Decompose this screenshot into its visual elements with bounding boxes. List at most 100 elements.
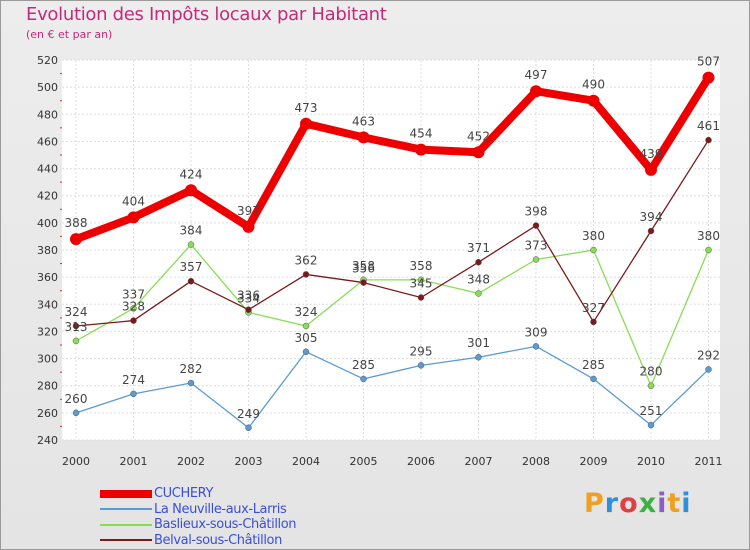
x-tick-label: 2005 <box>350 455 378 468</box>
legend-item: Baslieux-sous-Châtillon <box>100 517 297 533</box>
x-tick-label: 2010 <box>637 455 665 468</box>
y-tick-label: 500 <box>37 81 58 94</box>
data-point <box>647 227 655 235</box>
data-label: 463 <box>352 114 375 128</box>
data-label: 398 <box>525 205 548 219</box>
data-point <box>360 279 367 286</box>
data-point <box>415 143 427 156</box>
y-tick-label: 240 <box>37 434 58 447</box>
data-point <box>242 220 255 233</box>
data-label: 490 <box>582 78 605 92</box>
y-tick-label: 520 <box>37 54 58 67</box>
data-label: 249 <box>237 407 260 421</box>
series-line <box>72 73 713 244</box>
data-point <box>302 271 310 278</box>
data-label: 313 <box>65 320 88 334</box>
x-tick-label: 2009 <box>580 455 608 468</box>
data-point <box>300 117 312 130</box>
data-point <box>70 233 82 246</box>
y-tick-label: 320 <box>37 325 58 338</box>
data-label: 373 <box>525 239 548 253</box>
data-point <box>245 424 252 432</box>
data-point <box>130 390 137 398</box>
data-point <box>417 276 425 284</box>
data-point <box>127 211 140 224</box>
data-point <box>530 85 542 98</box>
data-label: 404 <box>122 194 145 208</box>
logo-letter: i <box>657 488 668 519</box>
data-point <box>705 366 712 373</box>
data-label: 358 <box>352 259 375 273</box>
y-tick-label: 360 <box>37 271 58 284</box>
data-label: 348 <box>467 272 490 286</box>
data-point <box>702 71 715 84</box>
y-tick-label: 280 <box>37 380 58 393</box>
data-point <box>532 256 540 263</box>
x-tick-label: 2008 <box>522 455 550 468</box>
legend-label: Baslieux-sous-Châtillon <box>154 517 297 533</box>
data-point <box>187 277 195 285</box>
data-point <box>245 306 252 313</box>
data-label: 274 <box>122 373 145 387</box>
data-point <box>587 94 600 107</box>
data-point <box>417 294 425 301</box>
chart-title: Evolution des Impôts locaux par Habitant <box>26 4 387 25</box>
data-point <box>590 375 597 383</box>
data-point <box>705 136 712 144</box>
data-point <box>532 343 540 350</box>
y-tick-label: 420 <box>37 190 58 203</box>
data-label: 461 <box>697 119 720 133</box>
x-tick-label: 2011 <box>695 455 723 468</box>
legend-label: CUCHERY <box>154 486 214 502</box>
x-tick-label: 2000 <box>62 455 90 468</box>
data-point <box>647 421 655 429</box>
legend-item: Belval-sous-Châtillon <box>100 533 296 549</box>
data-label: 497 <box>525 68 548 82</box>
y-tick-label: 460 <box>37 135 58 148</box>
data-point <box>475 258 482 266</box>
data-label: 260 <box>65 392 88 406</box>
data-label: 309 <box>525 325 548 339</box>
data-label: 439 <box>640 147 663 161</box>
data-label: 397 <box>237 204 260 218</box>
legend-label: Belval-sous-Châtillon <box>154 532 282 548</box>
data-point <box>72 409 80 417</box>
data-label: 251 <box>640 404 663 418</box>
data-point <box>302 348 310 356</box>
y-tick-label: 300 <box>37 353 58 366</box>
y-tick-label: 400 <box>37 217 58 230</box>
data-label: 292 <box>697 348 720 362</box>
data-point <box>645 163 657 176</box>
data-point <box>302 322 310 330</box>
data-label: 301 <box>467 336 490 350</box>
data-point <box>472 146 485 159</box>
data-label: 356 <box>352 262 375 276</box>
data-label: 452 <box>467 129 490 143</box>
data-point <box>475 290 482 297</box>
legend-item: La Neuville-aux-Larris <box>100 502 296 518</box>
series-line <box>75 345 710 429</box>
logo-letter: t <box>667 488 682 519</box>
data-label: 507 <box>697 55 720 69</box>
data-label: 394 <box>640 210 663 224</box>
series-line <box>75 243 710 387</box>
y-tick-label: 260 <box>37 407 58 420</box>
logo-letter: x <box>638 488 658 519</box>
data-point <box>72 322 80 330</box>
proxiti-logo: Proxiti <box>584 488 692 519</box>
data-point <box>590 246 597 254</box>
data-label: 473 <box>295 101 318 115</box>
data-label: 380 <box>697 229 720 243</box>
data-label: 345 <box>410 277 433 291</box>
x-tick-label: 2007 <box>465 455 493 468</box>
x-tick-label: 2003 <box>235 455 263 468</box>
data-label: 362 <box>295 253 318 267</box>
data-point <box>130 305 137 312</box>
legend: CUCHERY La Neuville-aux-Larris Baslieux-so… <box>100 486 297 549</box>
y-tick-label: 480 <box>37 108 58 121</box>
y-tick-label: 380 <box>37 244 58 257</box>
y-tick-label: 340 <box>37 298 58 311</box>
data-label: 336 <box>237 289 260 303</box>
data-label: 388 <box>65 216 88 230</box>
